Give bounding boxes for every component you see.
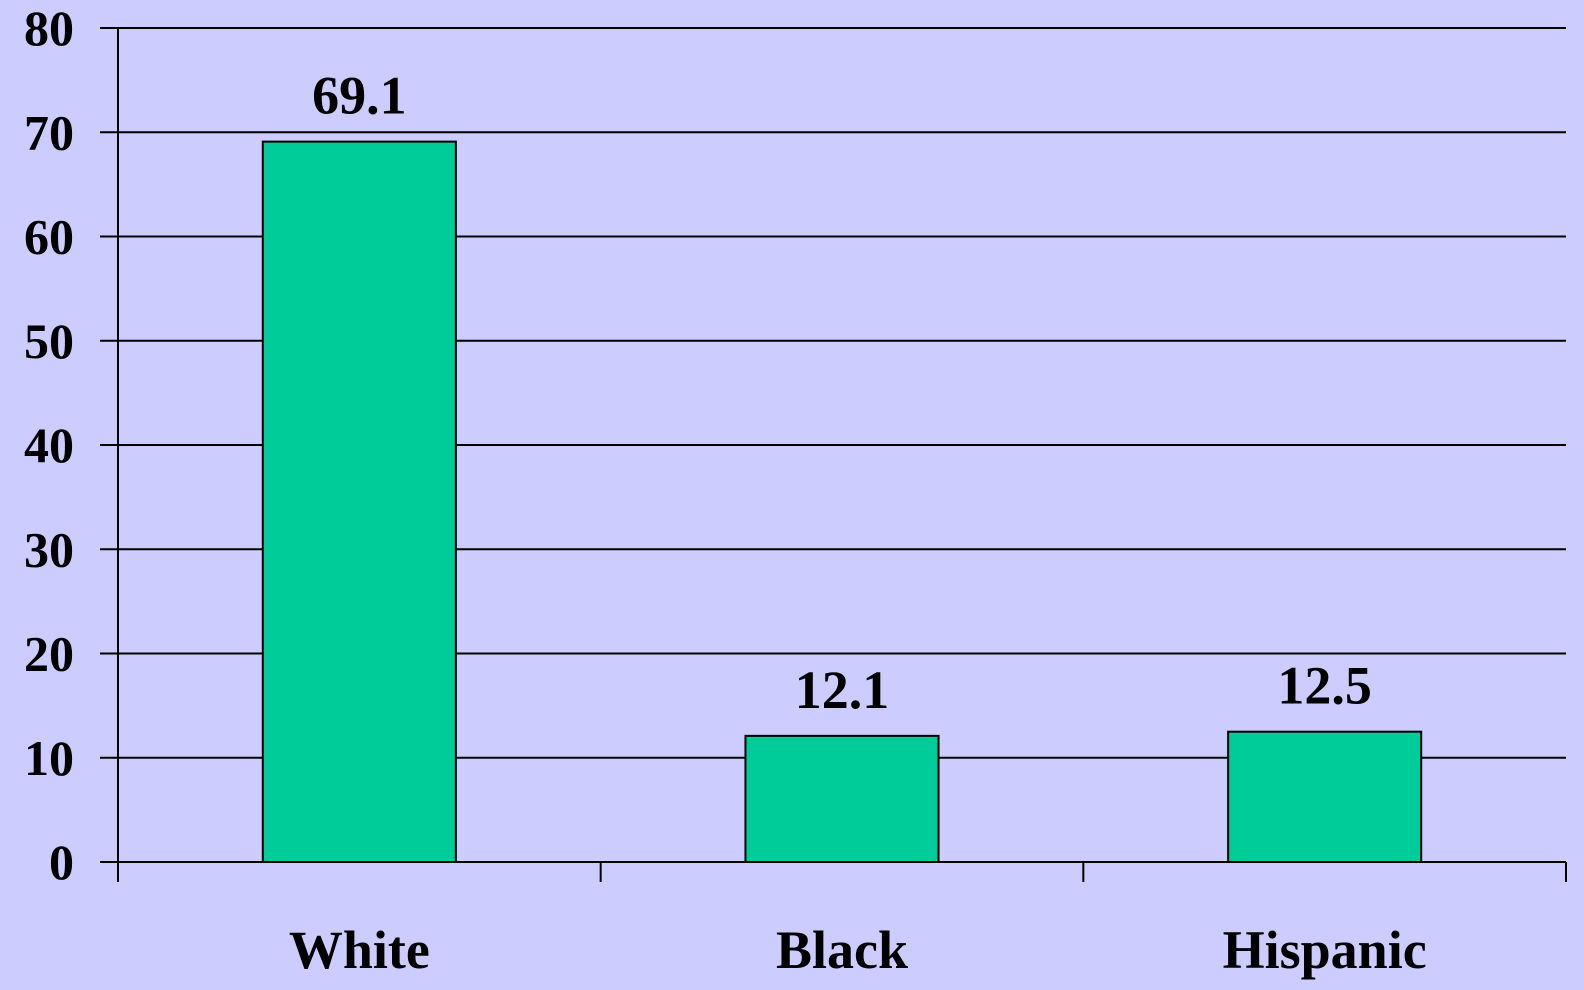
axes [100,27,1567,882]
y-tick-label: 60 [24,209,74,265]
y-tick-label: 70 [24,104,74,160]
bar-hispanic [1227,730,1423,863]
y-tick-label: 80 [24,0,74,56]
x-tick-label-hispanic: Hispanic [1223,920,1427,980]
y-tick-label: 20 [24,626,74,682]
y-tick-label: 30 [24,521,74,577]
x-tick-label-white: White [289,920,430,980]
y-tick-label: 40 [24,417,74,473]
data-label-black: 12.1 [795,660,890,720]
bar-black [744,734,940,863]
bar-white [261,140,457,863]
y-tick-label: 10 [24,730,74,786]
y-tick-label: 0 [49,834,74,890]
x-tick-label-black: Black [776,920,908,980]
data-label-hispanic: 12.5 [1277,656,1372,716]
bars [261,140,1423,863]
data-label-white: 69.1 [312,66,407,126]
y-tick-label: 50 [24,313,74,369]
labels: 0 10 20 30 40 50 60 70 80 69.1 White 12.1 Black 12.5 H… [24,0,1427,980]
